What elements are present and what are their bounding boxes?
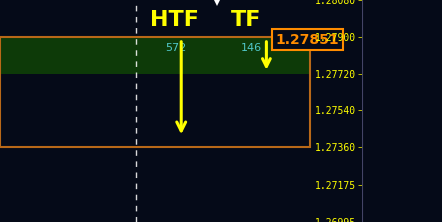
Text: TF: TF — [231, 10, 262, 30]
Text: HTF: HTF — [149, 10, 198, 30]
Text: 572: 572 — [165, 43, 186, 53]
Bar — [0, 37, 310, 74]
Text: 1.27851: 1.27851 — [275, 33, 339, 47]
Bar — [0, 37, 310, 147]
Text: 146: 146 — [241, 43, 262, 53]
